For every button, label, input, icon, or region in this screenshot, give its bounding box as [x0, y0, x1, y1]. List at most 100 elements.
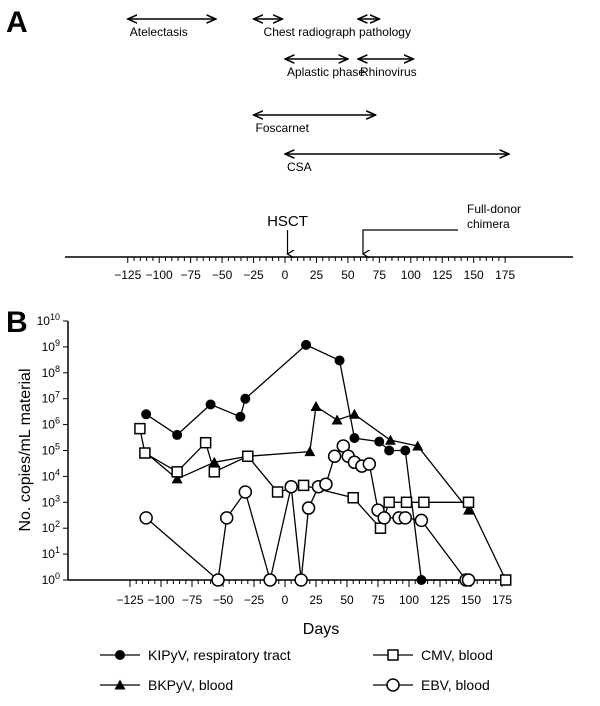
- data-point: [398, 511, 413, 525]
- legend-item: EBV, blood: [373, 677, 490, 693]
- data-point: [310, 400, 322, 411]
- y-tick-label: 102: [42, 519, 60, 535]
- x-tick-label: −75: [182, 593, 203, 607]
- data-point: [412, 440, 424, 451]
- legend-label: CMV, blood: [421, 647, 493, 663]
- x-tick-label: 50: [340, 593, 354, 607]
- data-point: [400, 496, 413, 509]
- data-point: [297, 479, 310, 492]
- data-point: [240, 393, 251, 404]
- timeline-tick-label: −25: [243, 268, 264, 282]
- timeline-event: CSA: [285, 154, 509, 174]
- y-tick-label: 109: [42, 338, 60, 354]
- legend-item: BKPyV, blood: [100, 677, 233, 693]
- data-point: [461, 573, 476, 587]
- data-point: [347, 491, 359, 504]
- data-point: [219, 511, 234, 525]
- chimera-label: chimera: [467, 217, 510, 231]
- timeline-tick-label: 125: [432, 268, 452, 282]
- x-axis-title: Days: [303, 621, 339, 638]
- x-tick-label: 150: [461, 593, 481, 607]
- data-point: [301, 339, 312, 350]
- x-tick-label: 175: [492, 593, 512, 607]
- timeline-tick-label: 100: [401, 268, 421, 282]
- x-tick-label: 0: [282, 593, 289, 607]
- data-point: [242, 450, 254, 462]
- event-label: Rhinovirus: [360, 65, 417, 79]
- panel-a-letter: A: [6, 6, 28, 39]
- data-point: [205, 399, 216, 410]
- data-point: [384, 445, 395, 456]
- data-point: [462, 496, 475, 509]
- data-point: [374, 436, 385, 447]
- x-tick-label: −125: [116, 593, 143, 607]
- data-point: [171, 466, 183, 478]
- data-point: [362, 457, 377, 471]
- data-point: [416, 575, 427, 585]
- data-point: [235, 411, 246, 422]
- data-point: [115, 650, 125, 660]
- x-tick-label: 125: [430, 593, 450, 607]
- plot-series: [134, 339, 512, 587]
- data-point: [349, 433, 360, 444]
- event-label: Atelectasis: [130, 25, 188, 39]
- event-label: Chest radiograph pathology: [264, 25, 411, 39]
- data-point: [377, 511, 391, 525]
- data-point: [304, 446, 316, 457]
- data-point: [199, 436, 212, 449]
- data-point: [319, 477, 333, 491]
- x-tick-label: −25: [244, 593, 265, 607]
- data-point: [271, 486, 284, 498]
- data-point: [139, 511, 153, 525]
- data-point: [499, 574, 512, 586]
- x-tick-label: 75: [371, 593, 385, 607]
- series-filled-circle: [141, 339, 473, 585]
- y-tick-label: 106: [42, 416, 60, 432]
- data-point: [327, 449, 342, 463]
- data-point: [134, 422, 146, 435]
- data-point: [400, 445, 411, 456]
- series-line: [139, 428, 507, 581]
- data-point: [463, 504, 475, 515]
- timeline-event: Chest radiograph pathology: [254, 19, 411, 39]
- hsct-label: HSCT: [267, 213, 308, 230]
- data-point: [172, 429, 183, 440]
- data-point: [383, 496, 395, 509]
- y-tick-label: 101: [42, 545, 60, 561]
- plot-axes: 100 101 102 103 104 105 106 107 108 109 1010 −125 −1…: [37, 312, 513, 607]
- x-tick-label: −100: [147, 593, 174, 607]
- data-point: [141, 409, 152, 420]
- legend-label: KIPyV, respiratory tract: [148, 647, 291, 663]
- y-tick-label: 103: [42, 493, 60, 509]
- timeline-tick-label: 50: [341, 268, 355, 282]
- viral-load-panel: B No. copies/mL material Days 1001011021…: [6, 306, 512, 693]
- data-point: [301, 501, 316, 515]
- timeline-event: Foscarnet: [254, 115, 376, 135]
- data-point: [386, 678, 400, 692]
- timeline-tick-label: 175: [495, 268, 515, 282]
- x-tick-label: 25: [309, 593, 323, 607]
- legend-label: EBV, blood: [421, 677, 490, 693]
- timeline-tick-label: 25: [310, 268, 324, 282]
- panel-b-letter: B: [6, 306, 28, 339]
- data-point: [334, 355, 345, 366]
- data-point: [414, 513, 429, 528]
- legend-item: CMV, blood: [373, 647, 493, 663]
- data-point: [211, 573, 225, 587]
- data-point: [171, 473, 183, 484]
- y-tick-label: 100: [42, 571, 60, 587]
- data-point: [348, 408, 360, 419]
- timeline-event: Aplastic phase: [285, 59, 365, 79]
- event-label: Foscarnet: [256, 121, 310, 135]
- timeline-panel: A Atelectasis Chest radiograph pathology A…: [6, 6, 573, 282]
- data-point: [387, 649, 399, 661]
- x-tick-label: −50: [213, 593, 234, 607]
- chimera-arrow: [363, 229, 458, 254]
- data-point: [263, 573, 277, 587]
- data-point: [284, 479, 298, 494]
- series-line: [145, 344, 468, 581]
- legend-label: BKPyV, blood: [148, 677, 233, 693]
- timeline-axis: −125 −100 −75 −50 −25 0 25 50 75 100 125 150 175: [65, 256, 573, 282]
